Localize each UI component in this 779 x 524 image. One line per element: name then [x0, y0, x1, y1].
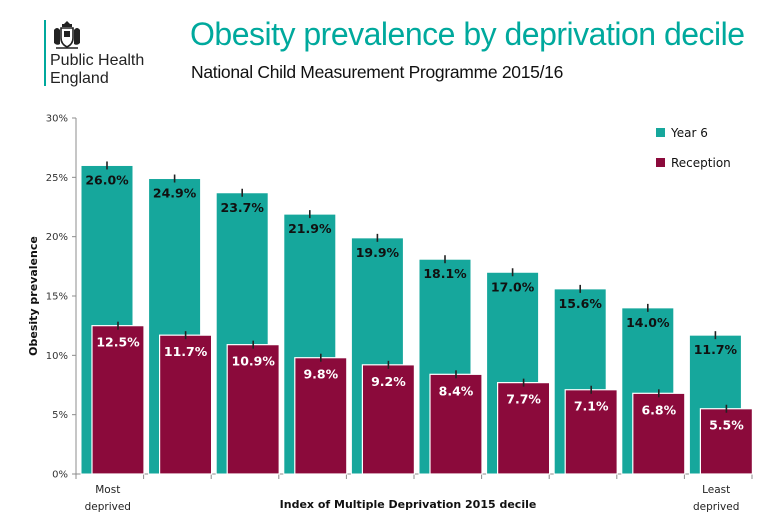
data-label-year6: 18.1%	[423, 266, 467, 281]
data-label-reception: 10.9%	[232, 354, 276, 369]
org-name: Public Health England	[50, 52, 145, 87]
bar-reception	[564, 389, 618, 475]
bar-reception	[497, 382, 551, 475]
bar-reception	[91, 325, 145, 475]
page-title: Obesity prevalence by deprivation decile	[190, 16, 745, 52]
data-label-reception: 12.5%	[96, 335, 140, 350]
logo-divider	[44, 20, 46, 86]
chart-labels: 26.0% 12.5% Most deprived 24.9% 11.7% 23.7% 10.…	[85, 172, 745, 513]
data-label-year6: 11.7%	[694, 342, 738, 357]
data-label-reception: 7.7%	[506, 392, 541, 407]
data-label-year6: 17.0%	[491, 279, 535, 294]
data-label-reception: 9.2%	[371, 374, 406, 389]
y-tick-label: 15%	[46, 292, 68, 303]
legend-swatch	[656, 158, 665, 167]
bar-reception	[632, 392, 686, 475]
legend-label: Year 6	[670, 126, 708, 140]
y-tick-label: 0%	[52, 470, 68, 481]
bar-reception	[294, 357, 348, 475]
legend-swatch	[656, 128, 665, 137]
legend-label: Reception	[671, 156, 731, 170]
y-tick-label: 20%	[46, 232, 68, 243]
data-label-year6: 24.9%	[153, 186, 197, 201]
bar-reception	[159, 334, 213, 475]
category-label: Most	[95, 484, 120, 496]
page-subtitle: National Child Measurement Programme 201…	[191, 62, 563, 82]
data-label-year6: 14.0%	[626, 315, 670, 330]
data-label-reception: 8.4%	[439, 383, 474, 398]
y-tick-label: 25%	[46, 173, 68, 184]
bar-reception	[699, 408, 754, 475]
data-label-reception: 11.7%	[164, 344, 208, 359]
data-label-year6: 15.6%	[559, 296, 603, 311]
data-label-reception: 6.8%	[641, 402, 676, 417]
category-label: Least	[702, 484, 730, 496]
data-label-reception: 9.8%	[303, 367, 338, 382]
y-axis-title: Obesity prevalence	[27, 236, 40, 356]
category-label: deprived	[85, 501, 131, 513]
data-label-reception: 7.1%	[574, 399, 609, 414]
chart-legend: Year 6 Reception	[656, 126, 731, 170]
category-label: deprived	[693, 501, 739, 513]
y-tick-label: 5%	[52, 410, 68, 421]
data-label-year6: 21.9%	[288, 221, 332, 236]
data-label-year6: 26.0%	[85, 172, 129, 187]
x-axis-title: Index of Multiple Deprivation 2015 decil…	[280, 498, 537, 511]
data-label-year6: 19.9%	[356, 245, 400, 260]
chart-bars	[80, 161, 754, 475]
royal-crest-icon	[54, 21, 80, 49]
bar-reception	[361, 364, 415, 475]
y-tick-label: 30%	[46, 114, 68, 125]
y-tick-label: 10%	[46, 351, 68, 362]
data-label-year6: 23.7%	[221, 200, 265, 215]
data-label-reception: 5.5%	[709, 418, 744, 433]
